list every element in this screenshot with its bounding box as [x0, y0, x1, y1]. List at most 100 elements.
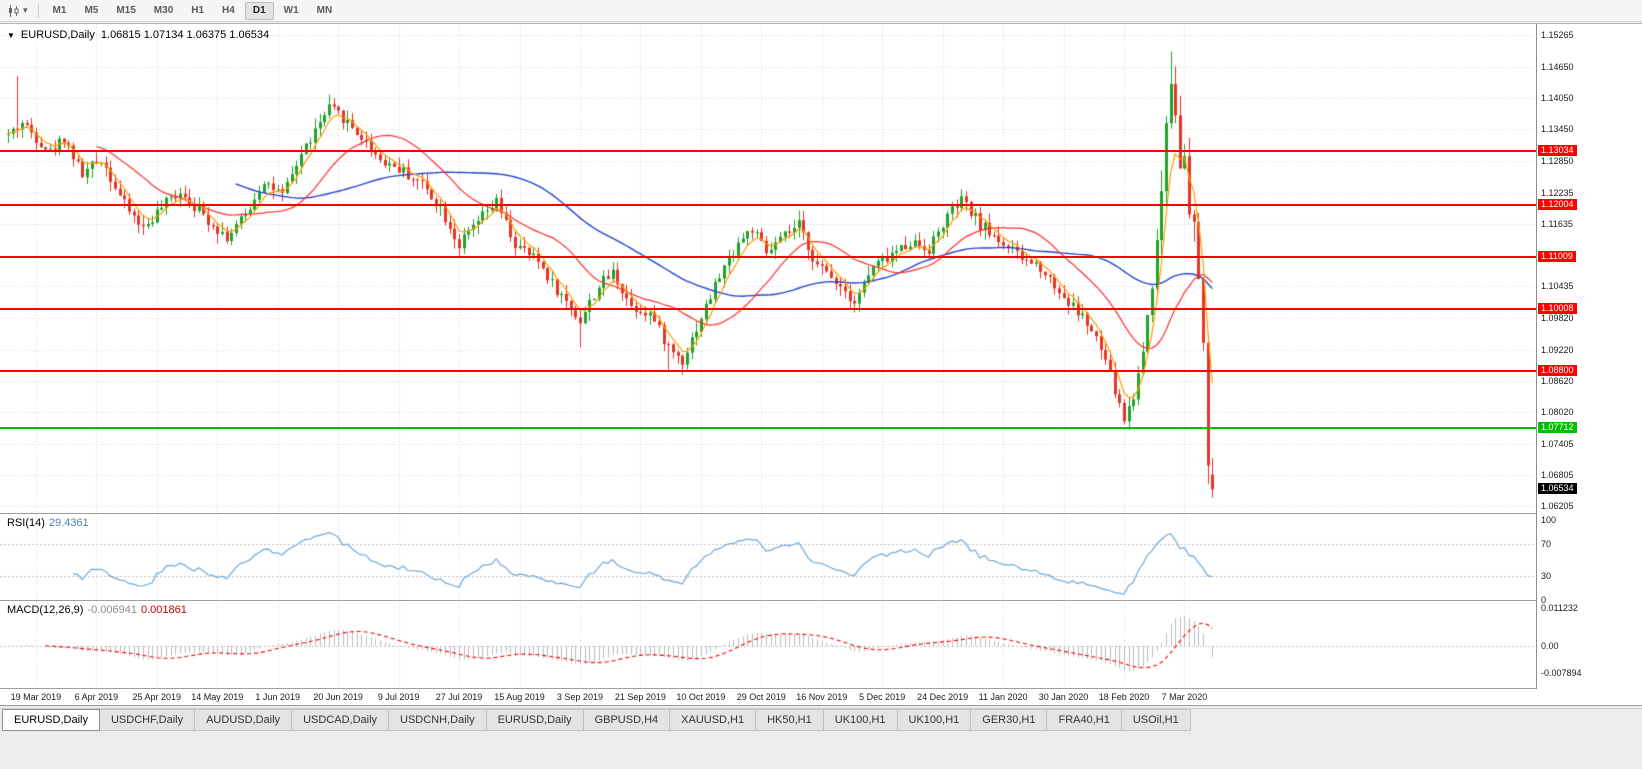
time-axis-label: 27 Jul 2019: [435, 692, 483, 702]
rsi-name: RSI(14): [7, 517, 45, 529]
macd-axis-tick: -0.007894: [1541, 667, 1582, 678]
rsi-axis-tick: 70: [1541, 539, 1552, 549]
candlestick-chart-icon: [9, 4, 19, 17]
timeframe-button-h1[interactable]: H1: [191, 4, 205, 16]
time-axis-label: 11 Jan 2020: [978, 692, 1028, 702]
horizontal-level-line[interactable]: [0, 370, 1536, 373]
price-axis-tick: 1.08620: [1541, 375, 1574, 386]
timeframe-button-d1[interactable]: D1: [244, 1, 274, 20]
current-price-label: 1.06534: [1538, 483, 1577, 495]
timeframe-group: M1 M5 M15 M30 H1 H4 D1 W1 MN: [45, 1, 341, 20]
chart-tab[interactable]: GER30,H1: [971, 709, 1048, 731]
chart-type-icon[interactable]: [5, 3, 23, 19]
price-axis-tick: 1.08020: [1541, 407, 1574, 417]
toolbar: ▾ M1 M5 M15 M30 H1 H4 D1 W1 MN: [0, 0, 1642, 22]
rsi-axis-tick: 30: [1541, 571, 1552, 581]
pane-separator[interactable]: [0, 600, 1642, 601]
chart-tab[interactable]: XAUUSD,H1: [670, 709, 757, 731]
chart-tab[interactable]: EURUSD,Daily: [2, 709, 100, 731]
timeframe-button-m1[interactable]: M1: [52, 4, 67, 16]
pane-separator: [0, 688, 1642, 689]
price-axis-tick: 1.09820: [1541, 313, 1574, 324]
rsi-value: 29.4361: [48, 517, 89, 529]
pane-separator[interactable]: [0, 513, 1642, 514]
macd-axis-tick: 0.00: [1541, 641, 1559, 651]
time-axis-label: 20 Jun 2019: [313, 692, 363, 702]
timeframe-button-mn[interactable]: MN: [316, 4, 333, 16]
time-axis-label: 7 Mar 2020: [1161, 692, 1208, 702]
macd-signal-value: 0.001861: [140, 604, 187, 616]
price-axis-tick: 1.10435: [1541, 281, 1574, 292]
chart-tab[interactable]: USOil,H1: [1121, 709, 1191, 731]
timeframe-button-m30[interactable]: M30: [153, 4, 174, 16]
level-price-label: 1.10008: [1538, 302, 1577, 314]
macd-main-value: -0.006941: [87, 604, 137, 616]
horizontal-level-line[interactable]: [0, 307, 1536, 310]
price-axis-tick: 1.11635: [1541, 218, 1573, 229]
time-axis-label: 24 Dec 2019: [917, 692, 969, 702]
time-axis-label: 29 Oct 2019: [736, 692, 786, 702]
macd-axis-tick: 0.011232: [1541, 602, 1578, 613]
level-price-label: 1.11009: [1538, 250, 1576, 262]
price-axis-tick: 1.06805: [1541, 470, 1574, 481]
time-axis-label: 19 Mar 2019: [10, 692, 62, 702]
time-axis-label: 1 Jun 2019: [255, 692, 300, 702]
price-axis[interactable]: 1.15265 1.14650 1.14050 1.13450 1.12850 1.122…: [1536, 24, 1642, 689]
price-axis-tick: 1.15265: [1541, 30, 1574, 41]
chart-tab[interactable]: FRA40,H1: [1047, 709, 1122, 731]
chart-tab[interactable]: GBPUSD,H4: [583, 709, 671, 731]
price-axis-tick: 1.14650: [1541, 62, 1574, 73]
timeframe-button-m15[interactable]: M15: [116, 4, 136, 16]
collapse-chart-icon[interactable]: ▼: [7, 30, 15, 40]
level-price-label: 1.08800: [1538, 365, 1577, 377]
time-axis-label: 30 Jan 2020: [1038, 692, 1089, 702]
macd-name: MACD(12,26,9): [7, 604, 84, 616]
horizontal-level-line[interactable]: [0, 150, 1536, 153]
chart-type-dropdown-caret-icon[interactable]: ▾: [23, 5, 28, 15]
price-chart-canvas[interactable]: [0, 24, 1536, 514]
time-axis-label: 25 Apr 2019: [132, 692, 182, 702]
time-axis-label: 15 Aug 2019: [494, 692, 545, 702]
level-price-label: 1.13034: [1538, 145, 1577, 157]
price-axis-tick: 1.09220: [1541, 344, 1574, 355]
timeframe-button-w1[interactable]: W1: [283, 4, 299, 16]
toolbar-separator: [37, 3, 39, 18]
horizontal-level-line[interactable]: [0, 203, 1536, 206]
time-axis-label: 5 Dec 2019: [859, 692, 906, 702]
timeframe-button-h4[interactable]: H4: [222, 4, 235, 16]
price-axis-tick: 1.06205: [1541, 501, 1574, 512]
price-axis-tick: 1.13450: [1541, 124, 1574, 135]
time-axis-label: 10 Oct 2019: [676, 692, 726, 702]
time-axis-label: 14 May 2019: [191, 692, 244, 702]
chart-tab[interactable]: HK50,H1: [756, 709, 824, 731]
price-axis-tick: 1.14050: [1541, 93, 1574, 104]
chart-tab[interactable]: USDCAD,Daily: [292, 709, 390, 731]
chart-window: ▼ EURUSD,Daily 1.06815 1.07134 1.06375 1…: [0, 23, 1642, 706]
chart-tabs-bar: EURUSD,Daily USDCHF,Daily AUDUSD,Daily USDC…: [0, 708, 1642, 731]
price-axis-tick: 1.07405: [1541, 439, 1574, 449]
chart-tab[interactable]: USDCHF,Daily: [99, 709, 196, 731]
rsi-indicator-label: RSI(14) 29.4361: [7, 517, 89, 529]
time-axis-label: 16 Nov 2019: [796, 692, 848, 702]
chart-tab[interactable]: UK100,H1: [823, 709, 898, 731]
horizontal-level-line[interactable]: [0, 427, 1536, 430]
timeframe-button-m5[interactable]: M5: [84, 4, 99, 16]
time-axis-label: 6 Apr 2019: [74, 692, 119, 702]
chart-tab[interactable]: AUDUSD,Daily: [195, 709, 293, 731]
horizontal-level-line[interactable]: [0, 255, 1536, 258]
level-price-label: 1.12004: [1538, 198, 1577, 210]
time-axis-label: 9 Jul 2019: [377, 692, 420, 702]
macd-indicator-canvas[interactable]: [0, 601, 1536, 689]
bottom-area: [0, 731, 1642, 769]
time-axis-label: 21 Sep 2019: [614, 692, 666, 702]
chart-tab[interactable]: EURUSD,Daily: [486, 709, 584, 731]
rsi-axis-tick: 0: [1541, 595, 1547, 605]
chart-tab[interactable]: UK100,H1: [897, 709, 972, 731]
time-axis-label: 3 Sep 2019: [556, 692, 603, 702]
time-axis-label: 18 Feb 2020: [1098, 692, 1150, 702]
time-axis[interactable]: 19 Mar 2019 6 Apr 2019 25 Apr 2019 14 May 2…: [0, 689, 1642, 705]
chart-tab[interactable]: USDCNH,Daily: [389, 709, 487, 731]
rsi-indicator-canvas[interactable]: [0, 514, 1536, 601]
rsi-axis-tick: 100: [1541, 515, 1557, 525]
